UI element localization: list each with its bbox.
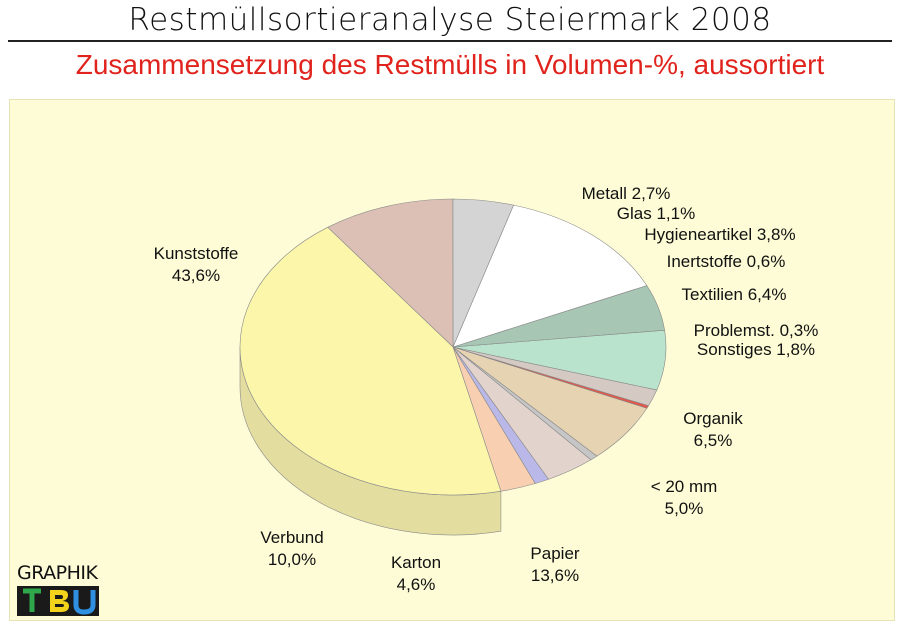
pie-label-karton: Karton 4,6%: [391, 553, 441, 594]
pie-label-20-mm: < 20 mm 5,0%: [651, 477, 718, 518]
tbu-logo-icon: [17, 586, 99, 616]
pie-label-problemst: Problemst. 0,3%: [694, 321, 819, 340]
pie-label-hygieneartikel: Hygieneartikel 3,8%: [644, 225, 795, 244]
pie-label-kunststoffe: Kunststoffe 43,6%: [154, 244, 239, 285]
title-divider: [8, 40, 892, 42]
pie-label-verbund: Verbund 10,0%: [260, 528, 323, 569]
pie-label-metall: Metall 2,7%: [582, 184, 671, 203]
chart-title: Restmüllsortieranalyse Steiermark 2008: [128, 2, 772, 38]
chart-subtitle: Zusammensetzung des Restmülls in Volumen…: [75, 49, 825, 80]
pie-slice-papier: [452, 204, 648, 348]
pie-label-inertstoffe: Inertstoffe 0,6%: [667, 252, 786, 271]
pie-slices: [239, 198, 667, 496]
pie-label-papier: Papier 13,6%: [530, 544, 579, 585]
pie-label-organik: Organik 6,5%: [683, 409, 743, 450]
pie-label-sonstiges: Sonstiges 1,8%: [697, 340, 815, 359]
pie-labels: Metall 2,7%Glas 1,1% Hygieneartikel 3,8% I…: [154, 184, 819, 594]
pie-slice-verbund: [327, 198, 454, 348]
pie-slice-kunststoffe: [239, 226, 502, 496]
logo-text: GRAPHIK: [17, 562, 98, 584]
pie-label-textilien: Textilien 6,4%: [682, 285, 787, 304]
pie-label-glas: Glas 1,1%: [617, 204, 695, 223]
